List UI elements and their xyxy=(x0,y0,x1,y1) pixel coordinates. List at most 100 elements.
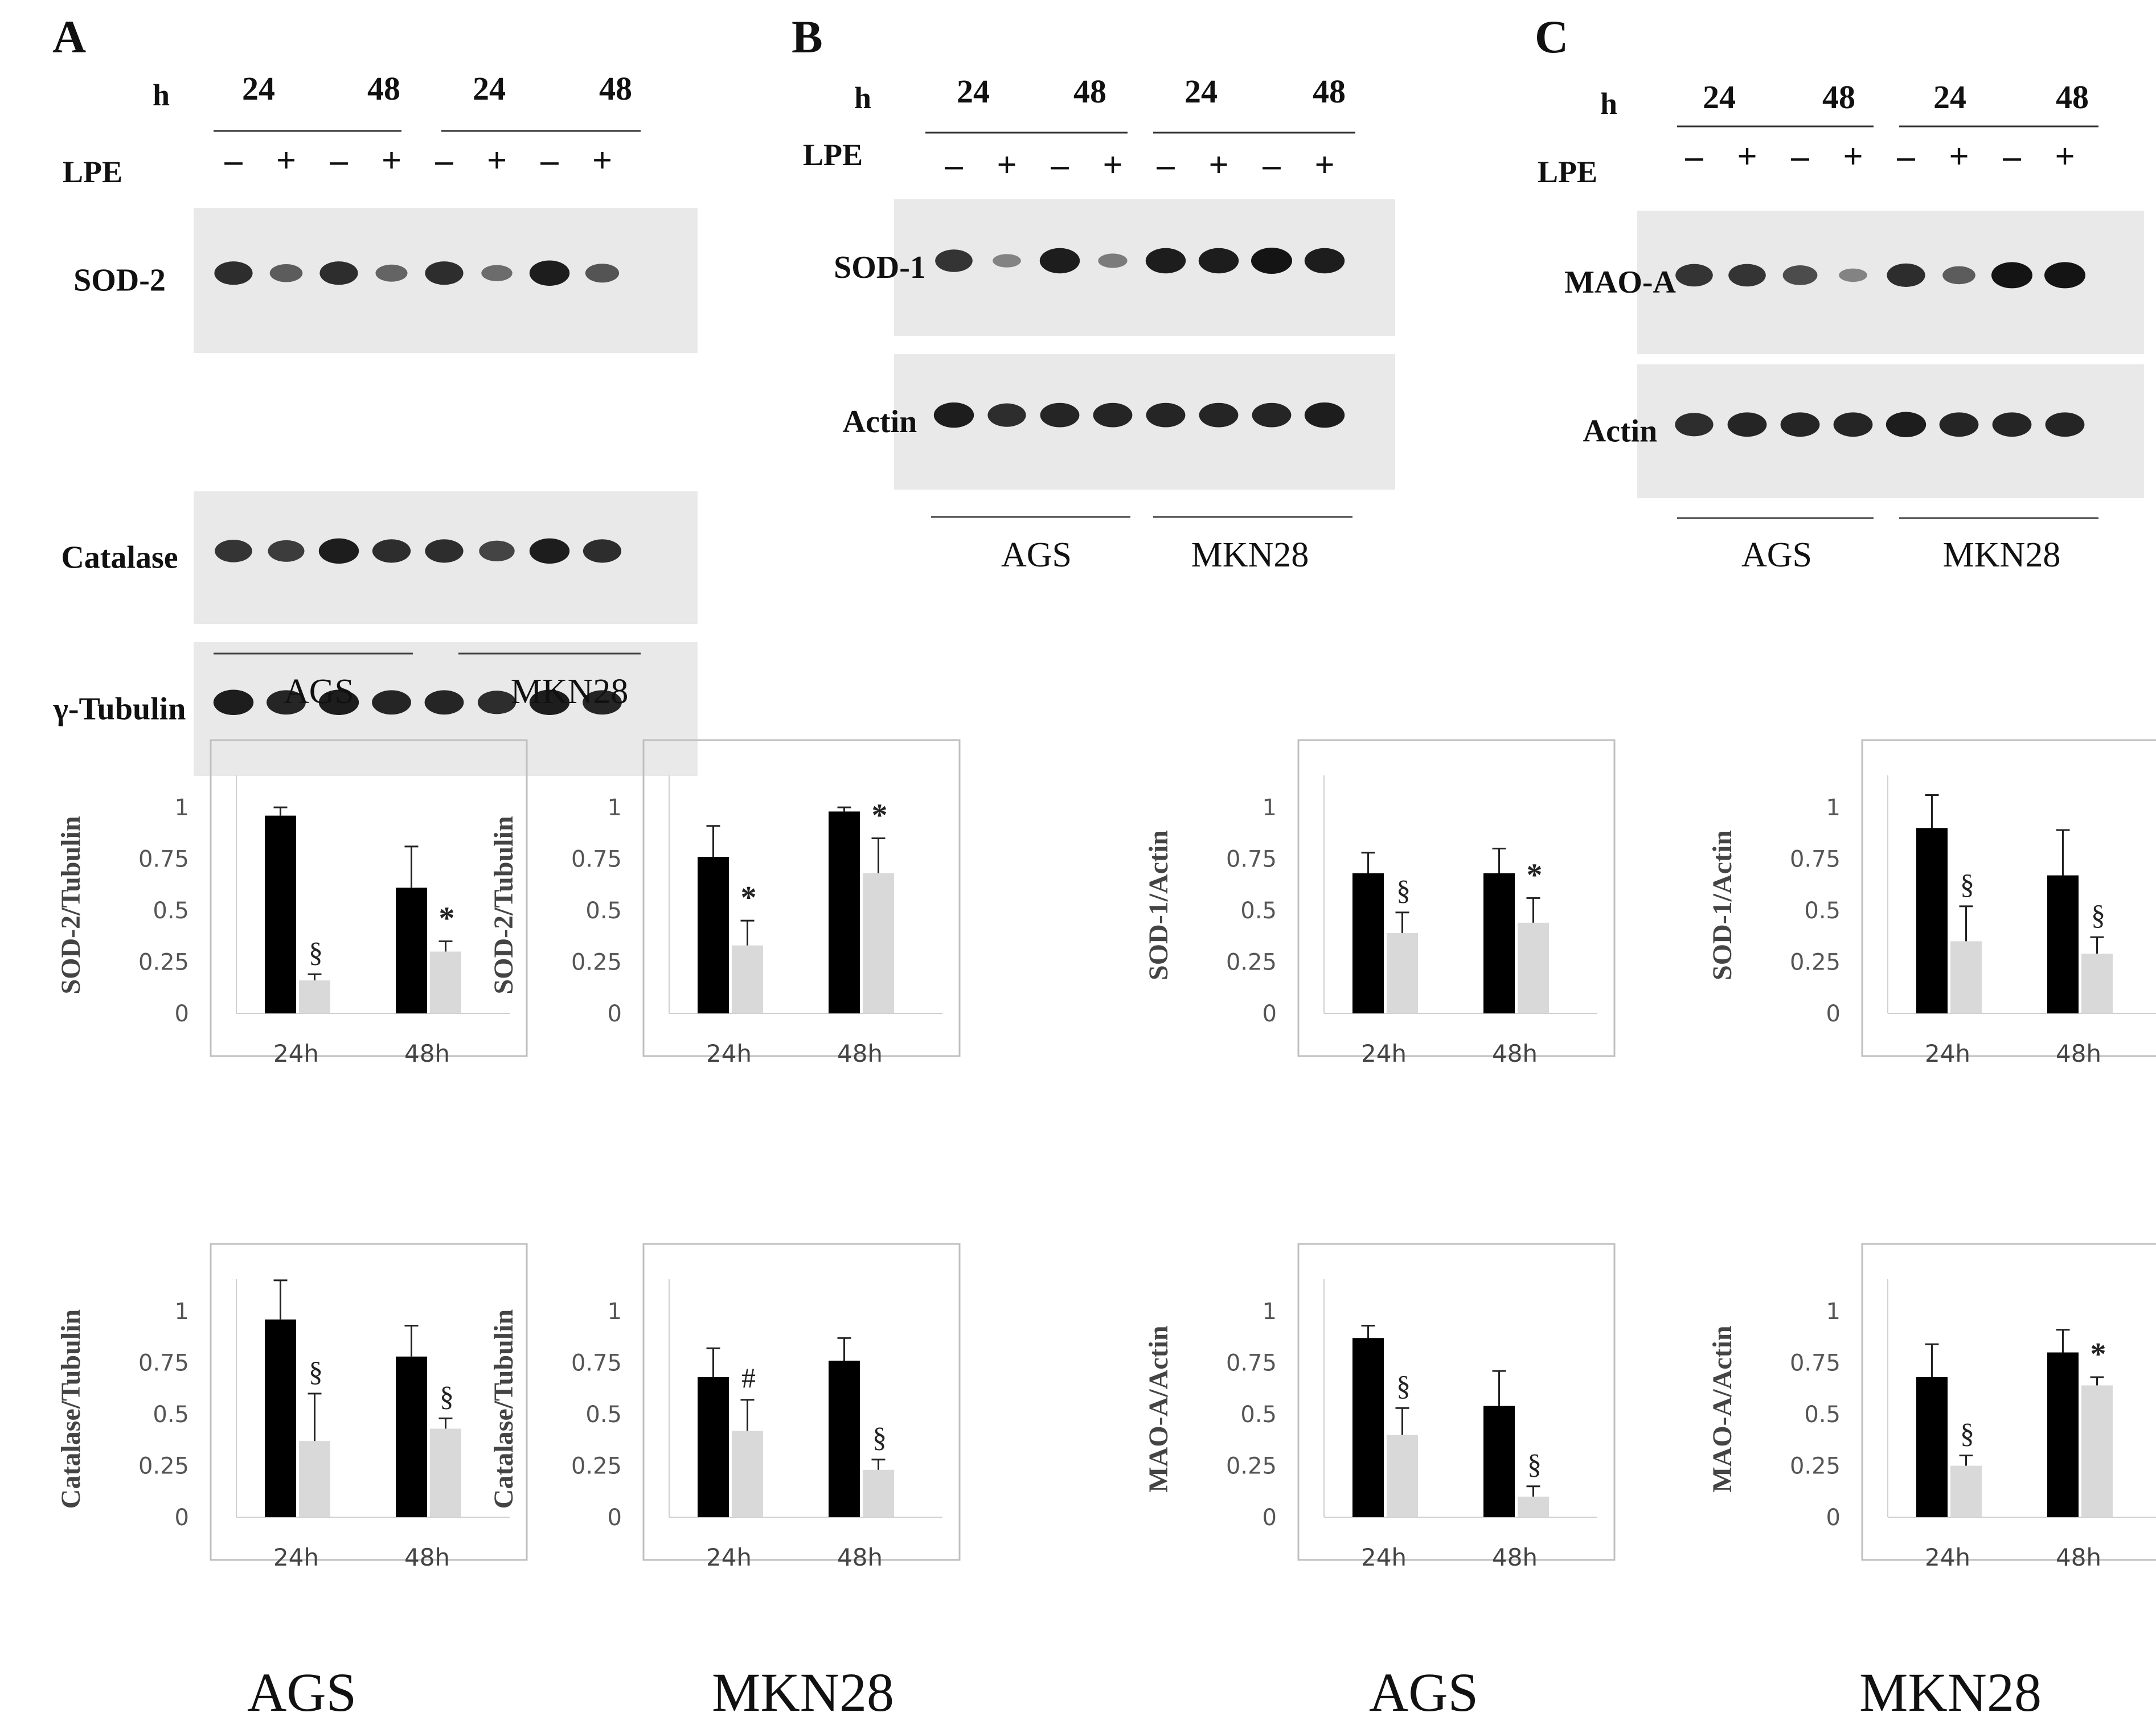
significance-marker: § xyxy=(872,1422,887,1453)
protein-band xyxy=(1145,248,1186,274)
x-tick-label: 48h xyxy=(2056,1040,2101,1067)
y-tick-label: 0.75 xyxy=(571,847,622,873)
y-axis-label: Catalase/Tubulin xyxy=(56,1309,86,1509)
bar-chart-2: 0 0.25 0.5 0.75 1 SOD-2/Tubulin 24h * 48h * xyxy=(489,739,961,1067)
protein-band xyxy=(529,538,570,564)
protein-band xyxy=(268,540,305,562)
control-bar xyxy=(2047,1352,2079,1517)
cell-line-label: MKN28 xyxy=(511,672,629,711)
control-bar xyxy=(1352,1338,1384,1517)
protein-band xyxy=(319,261,358,285)
protein-band xyxy=(2044,262,2085,289)
significance-marker: § xyxy=(1396,874,1411,906)
lpe-bar xyxy=(1518,1496,1549,1517)
significance-marker: § xyxy=(1960,1417,1974,1449)
cell-line-label: AGS xyxy=(284,672,354,711)
lpe-bar xyxy=(732,1431,763,1517)
protein-band xyxy=(2045,412,2085,437)
plus-sign: + xyxy=(276,141,296,180)
control-bar xyxy=(1916,1377,1948,1517)
y-axis-label: Catalase/Tubulin xyxy=(489,1309,519,1509)
hours-row-label: h xyxy=(153,78,170,112)
plus-sign: + xyxy=(1208,146,1228,184)
y-tick-label: 0 xyxy=(608,1001,622,1027)
y-axis-label: SOD-2/Tubulin xyxy=(56,816,86,994)
significance-marker: § xyxy=(2091,899,2105,931)
protein-band xyxy=(933,402,974,428)
significance-marker: § xyxy=(309,936,323,968)
x-tick-label: 48h xyxy=(2056,1543,2101,1571)
bottom-cell-line-label: MKN28 xyxy=(1859,1662,2042,1723)
bottom-cell-line-label: AGS xyxy=(247,1662,356,1723)
protein-band xyxy=(215,540,252,562)
protein-band xyxy=(1039,248,1080,274)
chart-frame xyxy=(210,739,528,1057)
protein-band xyxy=(1886,412,1927,437)
x-tick-label: 24h xyxy=(273,1543,319,1571)
hours-row-label: h xyxy=(1600,87,1617,121)
protein-band xyxy=(583,539,622,563)
y-tick-label: 0.5 xyxy=(1240,1402,1277,1428)
lpe-bar xyxy=(1950,941,1982,1013)
y-tick-label: 0 xyxy=(175,1505,189,1531)
y-tick-label: 0 xyxy=(1263,1001,1277,1027)
y-tick-label: 1 xyxy=(1826,1299,1841,1325)
minus-sign: – xyxy=(1791,137,1810,176)
significance-marker: * xyxy=(439,901,455,936)
x-tick-label: 24h xyxy=(1925,1543,1970,1571)
y-tick-label: 0.5 xyxy=(153,1402,189,1428)
x-tick-label: 24h xyxy=(1361,1543,1407,1571)
hour-label: 48 xyxy=(1822,79,1855,116)
control-bar xyxy=(265,815,296,1013)
control-bar xyxy=(829,1361,860,1517)
hours-row-label: h xyxy=(854,81,871,115)
protein-band xyxy=(477,691,517,714)
y-tick-label: 0.25 xyxy=(1790,950,1841,976)
chart-frame xyxy=(642,739,961,1057)
plus-sign: + xyxy=(1102,146,1122,184)
y-tick-label: 0.75 xyxy=(1790,1350,1841,1377)
minus-sign: – xyxy=(945,146,964,184)
x-tick-label: 24h xyxy=(706,1543,752,1571)
protein-band xyxy=(267,690,306,715)
minus-sign: – xyxy=(1051,146,1069,184)
protein-band xyxy=(375,264,408,282)
plus-sign: + xyxy=(1843,137,1863,176)
hour-label: 48 xyxy=(2056,79,2089,116)
protein-band xyxy=(424,690,464,715)
protein-band xyxy=(1098,253,1128,268)
plus-sign: + xyxy=(382,141,401,180)
protein-band xyxy=(425,261,464,285)
lpe-bar xyxy=(863,873,894,1013)
x-tick-label: 48h xyxy=(404,1040,450,1067)
control-bar xyxy=(396,1356,427,1517)
x-tick-label: 48h xyxy=(1492,1040,1538,1067)
control-bar xyxy=(829,811,860,1013)
bar-chart-6: 0 0.25 0.5 0.75 1 Catalase/Tubulin 24h #48h § xyxy=(489,1243,961,1571)
protein-band xyxy=(1199,403,1239,428)
plus-sign: + xyxy=(487,141,507,180)
control-bar xyxy=(698,1377,729,1517)
y-axis-label: SOD-1/Actin xyxy=(1707,830,1737,980)
chart-frame xyxy=(1297,739,1616,1057)
significance-marker: § xyxy=(1960,868,1974,900)
protein-band xyxy=(529,689,570,715)
minus-sign: – xyxy=(1685,137,1704,176)
protein-band xyxy=(1198,248,1239,274)
hour-label: 48 xyxy=(367,70,400,107)
protein-band xyxy=(1040,403,1080,428)
control-bar xyxy=(396,888,427,1013)
y-tick-label: 0.75 xyxy=(138,1350,189,1377)
lpe-bar xyxy=(299,1441,330,1517)
protein-band xyxy=(1939,412,1979,437)
control-bar xyxy=(1483,873,1515,1013)
significance-marker: * xyxy=(2091,1337,2106,1372)
protein-band xyxy=(1780,412,1820,437)
cell-line-label: MKN28 xyxy=(1943,536,2061,574)
control-bar xyxy=(265,1319,296,1517)
chart-frame xyxy=(210,1243,528,1561)
blot-label: γ-Tubulin xyxy=(53,692,186,727)
panel-letter: A xyxy=(52,11,86,63)
lpe-bar xyxy=(299,980,330,1013)
